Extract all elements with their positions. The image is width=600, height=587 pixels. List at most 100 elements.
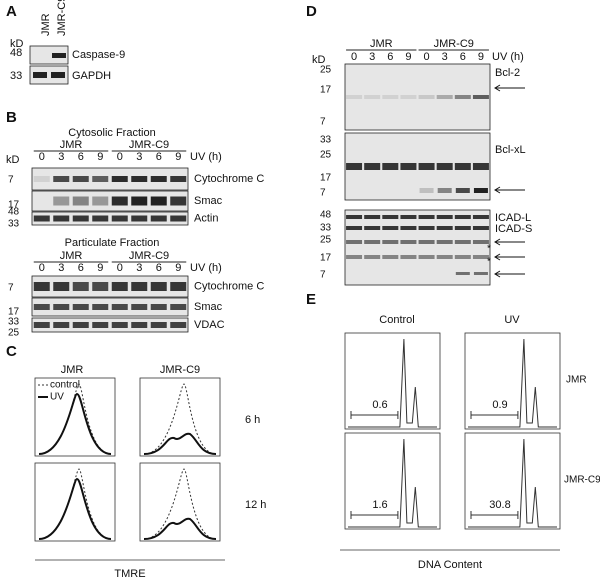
control-curve bbox=[38, 468, 112, 540]
arrow bbox=[494, 84, 525, 92]
protein-label: Actin bbox=[194, 212, 218, 224]
band bbox=[436, 226, 453, 230]
time-label: 6 bbox=[460, 51, 466, 63]
gate-percentage: 1.6 bbox=[372, 499, 387, 511]
legend-entry: control bbox=[50, 380, 80, 391]
band bbox=[52, 53, 66, 58]
uv-curve bbox=[38, 477, 112, 540]
gate-percentage: 30.8 bbox=[489, 499, 510, 511]
band bbox=[346, 255, 363, 259]
uv-curve bbox=[143, 517, 217, 540]
time-label: 3 bbox=[58, 151, 64, 163]
flow-plot bbox=[464, 432, 561, 530]
group-label: JMR bbox=[60, 139, 83, 151]
time-label: 9 bbox=[97, 151, 103, 163]
band bbox=[472, 215, 489, 219]
band bbox=[473, 188, 488, 193]
band bbox=[53, 322, 70, 328]
flow-plot bbox=[34, 462, 116, 542]
band bbox=[51, 72, 65, 78]
band bbox=[346, 215, 363, 219]
flow-plot bbox=[139, 377, 221, 457]
band bbox=[418, 95, 435, 99]
time-label: 0 bbox=[117, 151, 123, 163]
dna-histogram bbox=[348, 438, 437, 528]
flow-plot bbox=[464, 332, 561, 430]
band bbox=[454, 255, 471, 259]
group-label: JMR bbox=[370, 38, 393, 50]
blot bbox=[29, 65, 69, 85]
uv-curve bbox=[143, 432, 217, 455]
band bbox=[436, 255, 453, 259]
band bbox=[170, 322, 187, 328]
group-label: JMR bbox=[60, 250, 83, 262]
kd-label: kD bbox=[6, 154, 20, 166]
band bbox=[454, 95, 471, 99]
row-label: JMR bbox=[566, 375, 587, 386]
flow-plot bbox=[139, 462, 221, 542]
band bbox=[92, 176, 109, 182]
marker: 17 bbox=[320, 85, 332, 96]
column-label: JMR bbox=[61, 364, 84, 376]
time-label: 9 bbox=[478, 51, 484, 63]
band bbox=[473, 272, 488, 275]
band bbox=[111, 304, 128, 310]
panel-label: C bbox=[6, 343, 17, 360]
band bbox=[418, 240, 435, 244]
band bbox=[436, 215, 453, 219]
arrow bbox=[494, 253, 525, 261]
marker: 7 bbox=[8, 175, 14, 186]
marker: 25 bbox=[320, 65, 332, 76]
band bbox=[72, 196, 89, 206]
arrow bbox=[494, 186, 525, 194]
band bbox=[92, 282, 109, 291]
marker: 48 bbox=[8, 207, 20, 218]
band bbox=[436, 163, 453, 170]
marker: 33 bbox=[320, 223, 332, 234]
band bbox=[436, 95, 453, 99]
protein-label: Cytochrome C bbox=[194, 173, 264, 185]
band bbox=[346, 163, 363, 170]
time-label: 9 bbox=[175, 262, 181, 274]
time-label: 6 bbox=[78, 262, 84, 274]
band bbox=[72, 176, 89, 182]
band bbox=[400, 226, 417, 230]
band bbox=[364, 240, 381, 244]
band bbox=[400, 95, 417, 99]
marker: 7 bbox=[320, 188, 326, 199]
band bbox=[170, 215, 187, 222]
protein-label: Bcl-2 bbox=[495, 67, 520, 79]
band bbox=[131, 282, 148, 291]
blot bbox=[31, 211, 189, 226]
band bbox=[382, 95, 399, 99]
row-label: 6 h bbox=[245, 414, 260, 426]
band bbox=[382, 163, 399, 170]
band bbox=[72, 215, 89, 222]
lane-label: JMR bbox=[40, 13, 52, 36]
band bbox=[364, 215, 381, 219]
time-label: 0 bbox=[39, 151, 45, 163]
protein-label: Caspase-9 bbox=[72, 49, 125, 61]
protein-label: ICAD-L bbox=[495, 212, 531, 224]
marker: 25 bbox=[320, 150, 332, 161]
flow-plot bbox=[344, 332, 441, 430]
group-label: JMR-C9 bbox=[434, 38, 474, 50]
band bbox=[92, 322, 109, 328]
panel-label: A bbox=[6, 3, 17, 20]
band bbox=[364, 163, 381, 170]
band bbox=[170, 196, 187, 206]
band bbox=[92, 304, 109, 310]
dna-histogram bbox=[468, 438, 557, 528]
time-label: 9 bbox=[405, 51, 411, 63]
band bbox=[170, 304, 187, 310]
band bbox=[472, 163, 489, 170]
band bbox=[170, 176, 187, 182]
gate bbox=[470, 511, 519, 519]
time-label: 3 bbox=[442, 51, 448, 63]
dna-histogram bbox=[468, 338, 557, 428]
arrow bbox=[494, 270, 525, 278]
band bbox=[53, 282, 70, 291]
gate bbox=[350, 411, 399, 419]
band bbox=[400, 163, 417, 170]
